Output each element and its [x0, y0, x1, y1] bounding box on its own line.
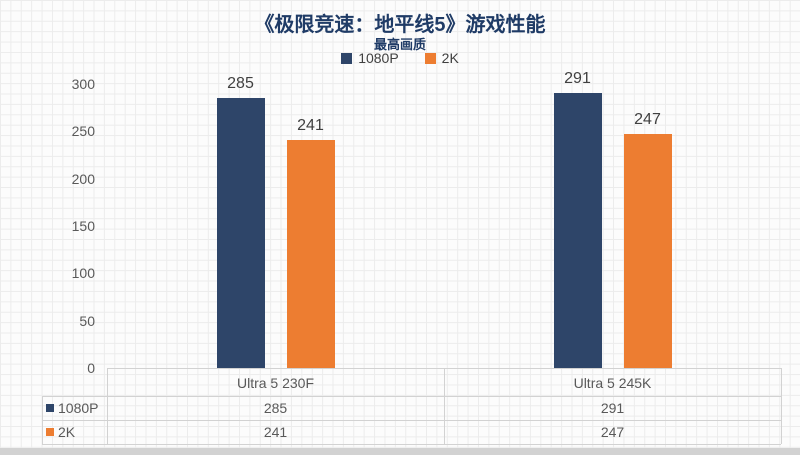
y-axis-tick-label: 150 [71, 218, 95, 234]
table-header-ultra-5-245k: Ultra 5 245K [573, 374, 652, 391]
data-table-horizontal-line [42, 420, 781, 421]
bar-2k-ultra-5-245k[interactable] [623, 134, 672, 368]
table-header-ultra-5-230f: Ultra 5 230F [236, 374, 315, 391]
table-cell-1080p-ultra-5-230f: 285 [263, 400, 288, 416]
table-cell-2k-ultra-5-245k: 247 [600, 424, 625, 440]
data-table-vertical-line [107, 368, 108, 444]
y-axis-tick-label: 300 [71, 76, 95, 92]
y-axis-tick-label: 250 [71, 123, 95, 140]
table-cell-2k-ultra-5-230f: 241 [263, 424, 288, 440]
data-table-vertical-line [42, 396, 43, 444]
legend-swatch-2k-icon [424, 52, 436, 64]
data-table-vertical-line [781, 368, 782, 444]
table-cell-1080p-ultra-5-245k: 291 [600, 400, 625, 416]
legend-label-1080p: 1080P [358, 50, 399, 66]
data-table-horizontal-line [42, 444, 781, 445]
bar-value-label: 291 [564, 70, 591, 87]
bar-1080p-ultra-5-245k[interactable] [553, 93, 602, 368]
bar-2k-ultra-5-230f[interactable] [286, 140, 335, 368]
legend-label-2k: 2K [441, 50, 459, 66]
table-row-label-2k: 2K [46, 420, 106, 444]
chart-title: 《极限竞速：地平线5》游戏性能 [254, 14, 546, 36]
bar-value-label: 241 [297, 117, 324, 134]
table-series-key-1080p-icon [46, 404, 54, 412]
window-bottom-edge [0, 448, 800, 455]
chart-legend: 1080P 2K [0, 50, 800, 66]
y-axis-tick-label: 100 [71, 265, 95, 282]
bar-value-label: 285 [227, 75, 254, 92]
y-axis-tick-label: 200 [71, 170, 95, 187]
y-axis-tick-label: 50 [79, 312, 95, 329]
y-axis-tick-label: 0 [87, 360, 95, 376]
bar-value-label: 247 [634, 111, 661, 128]
table-row-label-text: 2K [58, 424, 76, 440]
chart-subtitle: 最高画质 [373, 37, 426, 52]
table-series-key-2k-icon [46, 428, 54, 436]
legend-item-1080p[interactable]: 1080P [341, 50, 399, 66]
table-row-label-1080p: 1080P [46, 396, 106, 420]
bar-1080p-ultra-5-230f[interactable] [216, 98, 265, 368]
legend-item-2k[interactable]: 2K [424, 50, 459, 66]
table-row-label-text: 1080P [58, 400, 99, 416]
data-table-vertical-line [444, 368, 445, 444]
legend-swatch-1080p-icon [341, 52, 353, 64]
data-table-horizontal-line [42, 396, 781, 397]
